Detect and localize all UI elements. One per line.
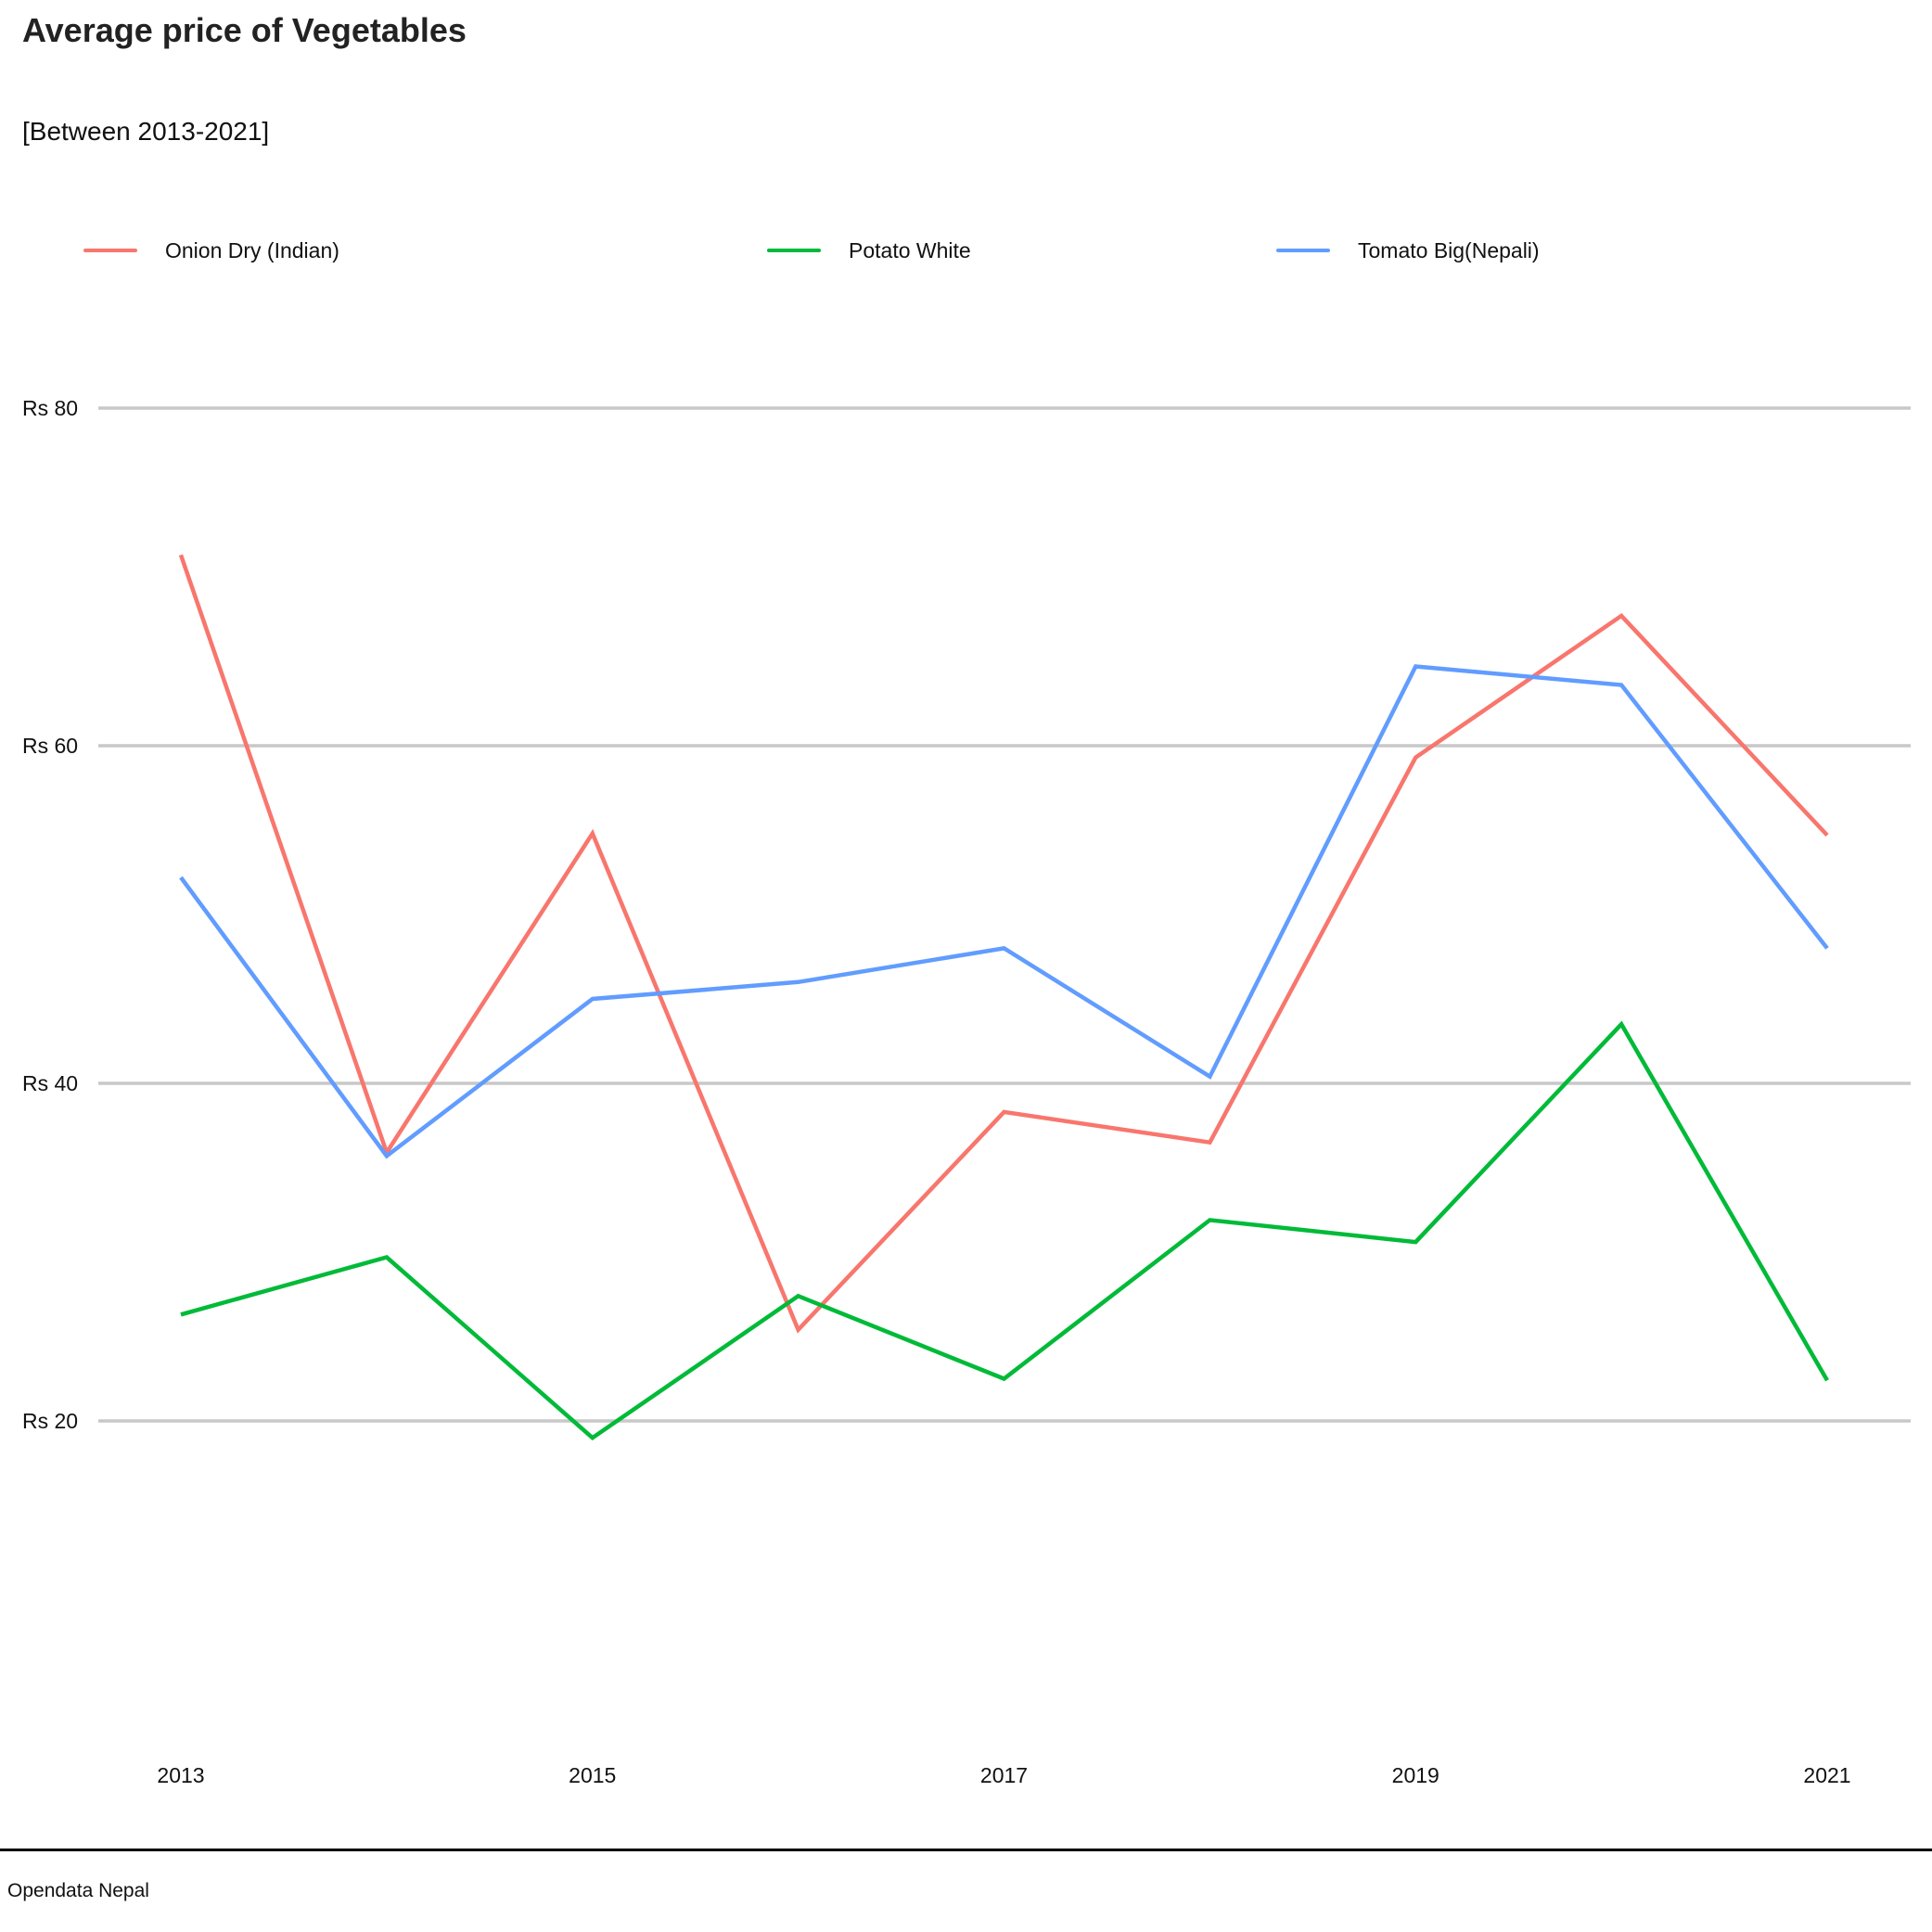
legend-item-tomato: Tomato Big(Nepali) bbox=[1276, 232, 1540, 269]
legend-label-potato: Potato White bbox=[849, 237, 971, 262]
legend-swatch-onion bbox=[83, 249, 137, 252]
chart-title: Average price of Vegetables bbox=[22, 11, 467, 49]
y-tick-label: Rs 20 bbox=[22, 1409, 78, 1433]
x-tick-label: 2015 bbox=[569, 1763, 616, 1787]
legend-swatch-potato bbox=[767, 249, 821, 252]
chart-caption: Opendata Nepal bbox=[7, 1880, 149, 1901]
footer-rule bbox=[0, 1849, 1932, 1851]
chart-subtitle: [Between 2013-2021] bbox=[22, 117, 270, 146]
x-tick-label: 2013 bbox=[157, 1763, 204, 1787]
y-tick-label: Rs 80 bbox=[22, 396, 78, 420]
legend-label-onion: Onion Dry (Indian) bbox=[165, 237, 339, 262]
x-tick-label: 2019 bbox=[1392, 1763, 1439, 1787]
x-tick-label: 2017 bbox=[980, 1763, 1028, 1787]
series-line-onion bbox=[178, 554, 1829, 1334]
series-line-potato bbox=[180, 1020, 1829, 1441]
legend-item-potato: Potato White bbox=[767, 232, 971, 269]
legend-item-onion: Onion Dry (Indian) bbox=[83, 232, 339, 269]
legend-label-tomato: Tomato Big(Nepali) bbox=[1358, 237, 1540, 262]
x-tick-label: 2021 bbox=[1803, 1763, 1850, 1787]
series-line-tomato bbox=[179, 664, 1829, 1159]
y-tick-label: Rs 40 bbox=[22, 1071, 78, 1095]
y-tick-label: Rs 60 bbox=[22, 734, 78, 758]
legend-swatch-tomato bbox=[1276, 249, 1330, 252]
